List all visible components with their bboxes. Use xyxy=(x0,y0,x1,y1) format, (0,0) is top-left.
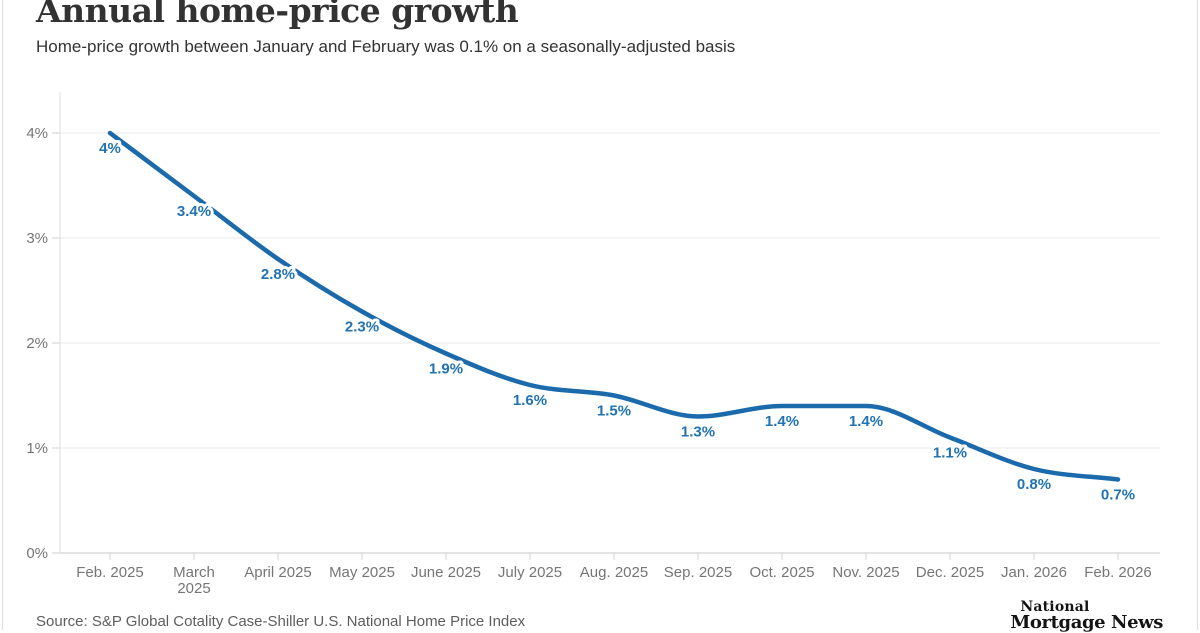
svg-text:June 2025: June 2025 xyxy=(411,564,481,581)
svg-text:Jan. 2026: Jan. 2026 xyxy=(1001,564,1067,581)
svg-text:Oct. 2025: Oct. 2025 xyxy=(749,564,814,581)
chart-title: Annual home-price growth xyxy=(36,0,519,30)
svg-text:April 2025: April 2025 xyxy=(244,564,312,581)
national-mortgage-news-logo: National Mortgage News xyxy=(1010,599,1163,633)
svg-text:Dec. 2025: Dec. 2025 xyxy=(916,564,984,581)
gridlines xyxy=(52,132,1160,554)
svg-text:3.4%: 3.4% xyxy=(177,203,211,220)
svg-text:2.3%: 2.3% xyxy=(345,319,379,336)
svg-text:1.3%: 1.3% xyxy=(681,424,715,441)
svg-text:1.4%: 1.4% xyxy=(849,413,883,430)
svg-text:2%: 2% xyxy=(26,335,48,352)
svg-text:Feb. 2025: Feb. 2025 xyxy=(76,564,144,581)
svg-text:0%: 0% xyxy=(26,545,48,562)
logo-line-mortgage-news: Mortgage News xyxy=(1010,612,1163,633)
chart-subtitle: Home-price growth between January and Fe… xyxy=(36,37,736,56)
svg-text:1.9%: 1.9% xyxy=(429,361,463,378)
data-labels: 4% 3.4% 2.8% 2.3% 1.9% 1.6% 1.5% 1.3% 1.4% 1.4% 1.… xyxy=(96,137,1138,507)
svg-text:Feb. 2026: Feb. 2026 xyxy=(1084,564,1152,581)
svg-text:0.8%: 0.8% xyxy=(1017,476,1051,493)
svg-text:3%: 3% xyxy=(26,230,48,247)
trend-line xyxy=(107,130,1121,482)
svg-text:July 2025: July 2025 xyxy=(498,564,562,581)
svg-text:Sep. 2025: Sep. 2025 xyxy=(664,564,732,581)
source-attribution: Source: S&P Global Cotality Case-Shiller… xyxy=(36,613,526,630)
svg-text:4%: 4% xyxy=(26,125,48,142)
svg-text:1%: 1% xyxy=(26,440,48,457)
svg-text:1.5%: 1.5% xyxy=(597,403,631,420)
svg-text:1.1%: 1.1% xyxy=(933,445,967,462)
svg-text:Nov. 2025: Nov. 2025 xyxy=(832,564,899,581)
svg-text:May 2025: May 2025 xyxy=(329,564,395,581)
x-axis-labels: Feb. 2025 March 2025 April 2025 May 2025 June… xyxy=(76,553,1152,597)
svg-text:1.4%: 1.4% xyxy=(765,413,799,430)
y-axis-labels: 0% 1% 2% 3% 4% xyxy=(26,125,48,562)
svg-text:Aug. 2025: Aug. 2025 xyxy=(580,564,648,581)
svg-text:2.8%: 2.8% xyxy=(261,266,295,283)
svg-text:4%: 4% xyxy=(99,140,121,157)
svg-text:1.6%: 1.6% xyxy=(513,392,547,409)
logo-line-national: National xyxy=(1020,599,1090,615)
svg-text:0.7%: 0.7% xyxy=(1101,487,1135,504)
